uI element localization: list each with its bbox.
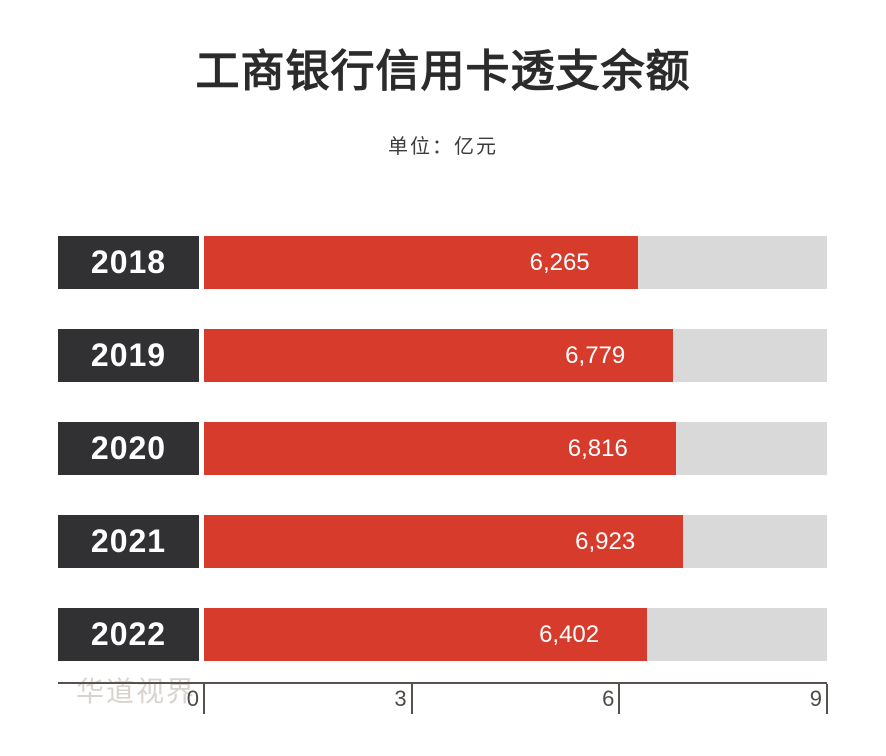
chart-row: 2018 6,265 <box>58 236 827 289</box>
tick-mark <box>410 684 413 714</box>
bar-track: 6,265 <box>204 236 827 289</box>
year-label: 2019 <box>58 329 199 382</box>
bar-value-label: 6,816 <box>567 434 628 462</box>
bar-value-label: 6,265 <box>529 248 590 276</box>
bar-fill: 6,402 <box>204 608 648 661</box>
x-axis: 0 3 6 9 <box>58 682 828 716</box>
chart-subtitle: 单位：亿元 <box>388 136 498 159</box>
tick-label: 0 <box>186 686 199 711</box>
bar-track: 6,779 <box>204 329 827 382</box>
tick-mark <box>618 684 621 714</box>
chart-row: 2021 6,923 <box>58 515 827 568</box>
bar-value-label: 6,923 <box>575 527 636 555</box>
x-axis-ticks: 0 3 6 9 <box>187 684 828 716</box>
bar-track: 6,923 <box>204 515 827 568</box>
year-label: 2020 <box>58 422 199 475</box>
tick-label: 9 <box>809 686 822 711</box>
chart-title: 工商银行信用卡透支余额 <box>195 47 691 96</box>
year-label: 2022 <box>58 608 199 661</box>
bar-track: 6,816 <box>204 422 827 475</box>
year-label: 2018 <box>58 236 199 289</box>
tick-mark <box>826 684 828 714</box>
year-label: 2021 <box>58 515 199 568</box>
tick-mark <box>203 684 205 714</box>
bar-fill: 6,779 <box>204 329 674 382</box>
bar-track: 6,402 <box>204 608 827 661</box>
chart-row: 2020 6,816 <box>58 422 827 475</box>
chart-row: 2019 6,779 <box>58 329 827 382</box>
tick-label: 6 <box>602 686 615 711</box>
bar-chart: 2018 6,265 2019 6,779 2020 6,816 2021 6,923 2022… <box>58 236 828 714</box>
bar-fill: 6,923 <box>204 515 684 568</box>
bar-value-label: 6,779 <box>565 341 626 369</box>
bar-fill: 6,816 <box>204 422 676 475</box>
bar-rows: 2018 6,265 2019 6,779 2020 6,816 2021 6,923 2022… <box>58 236 827 661</box>
bar-value-label: 6,402 <box>539 620 600 648</box>
chart-row: 2022 6,402 <box>58 608 827 661</box>
bar-fill: 6,265 <box>204 236 638 289</box>
tick-label: 3 <box>394 686 407 711</box>
